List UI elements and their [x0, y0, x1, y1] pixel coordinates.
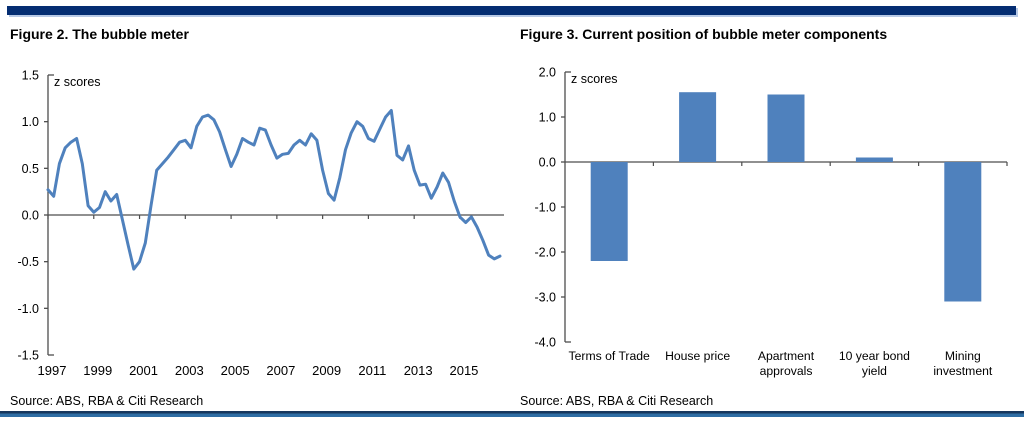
- y-tick-label: 0.0: [539, 156, 556, 170]
- y-tick-label: -1.5: [17, 349, 39, 363]
- bar-10-year-bond-yield: [855, 157, 893, 162]
- y-tick-label: -1.0: [534, 201, 556, 215]
- figure2-title: Figure 2. The bubble meter: [10, 26, 189, 42]
- y-tick-label: 1.5: [22, 69, 39, 83]
- category-label-apartment-approvals: Apartment: [758, 349, 815, 363]
- x-tick-label-2007: 2007: [266, 363, 295, 378]
- unit-label: z scores: [571, 72, 618, 86]
- figure2-source: Source: ABS, RBA & Citi Research: [10, 394, 204, 408]
- bar-mining-investment: [944, 162, 982, 302]
- x-tick-label-2013: 2013: [404, 363, 433, 378]
- x-tick-label-2009: 2009: [312, 363, 341, 378]
- bubble-meter-line-chart: 1997 1999 2001 2003 2005 2007 2009 2011 2013 2015…: [17, 69, 504, 378]
- bar-terms-of-trade: [590, 162, 628, 261]
- y-tick-label: 2.0: [539, 66, 556, 80]
- bubble-meter-series: [46, 109, 502, 271]
- figure3-source: Source: ABS, RBA & Citi Research: [520, 394, 714, 408]
- y-tick-label: -0.5: [17, 255, 39, 269]
- x-tick-label-2015: 2015: [449, 363, 478, 378]
- category-label-mining-investment: Mining: [945, 349, 981, 363]
- category-label-apartment-approvals: approvals: [760, 364, 813, 378]
- bubble-components-bar-chart: 2.0 1.0 0.0 -1.0 -2.0 -3.0 -4.0 z scores Terms o…: [534, 66, 1008, 378]
- y-tick-label: -3.0: [534, 291, 556, 305]
- citi-header-bar: [7, 6, 1016, 15]
- x-tick-label-1999: 1999: [83, 363, 112, 378]
- x-tick-label-2001: 2001: [129, 363, 158, 378]
- category-label-house-price: House price: [665, 349, 730, 363]
- y-tick-label: 0.0: [22, 209, 39, 223]
- figure3-title: Figure 3. Current position of bubble met…: [520, 26, 888, 42]
- unit-label: z scores: [54, 75, 101, 89]
- x-tick-label-1997: 1997: [38, 363, 67, 378]
- x-tick-label-2003: 2003: [175, 363, 204, 378]
- y-tick-label: -1.0: [17, 302, 39, 316]
- category-label-10-year-bond-yield: yield: [862, 364, 887, 378]
- y-tick-label: 1.0: [22, 115, 39, 129]
- category-label-mining-investment: investment: [933, 364, 993, 378]
- bar-house-price: [679, 92, 717, 162]
- citi-footer-rule: [0, 411, 1024, 417]
- bar-apartment-approvals: [767, 94, 805, 162]
- y-tick-label: 1.0: [539, 111, 556, 125]
- y-tick-label: 0.5: [22, 162, 39, 176]
- x-tick-label-2005: 2005: [221, 363, 250, 378]
- y-tick-label: -4.0: [534, 336, 556, 350]
- category-label-10-year-bond-yield: 10 year bond: [839, 349, 910, 363]
- y-tick-label: -2.0: [534, 246, 556, 260]
- category-label-terms-of-trade: Terms of Trade: [569, 349, 650, 363]
- x-tick-label-2011: 2011: [358, 363, 386, 378]
